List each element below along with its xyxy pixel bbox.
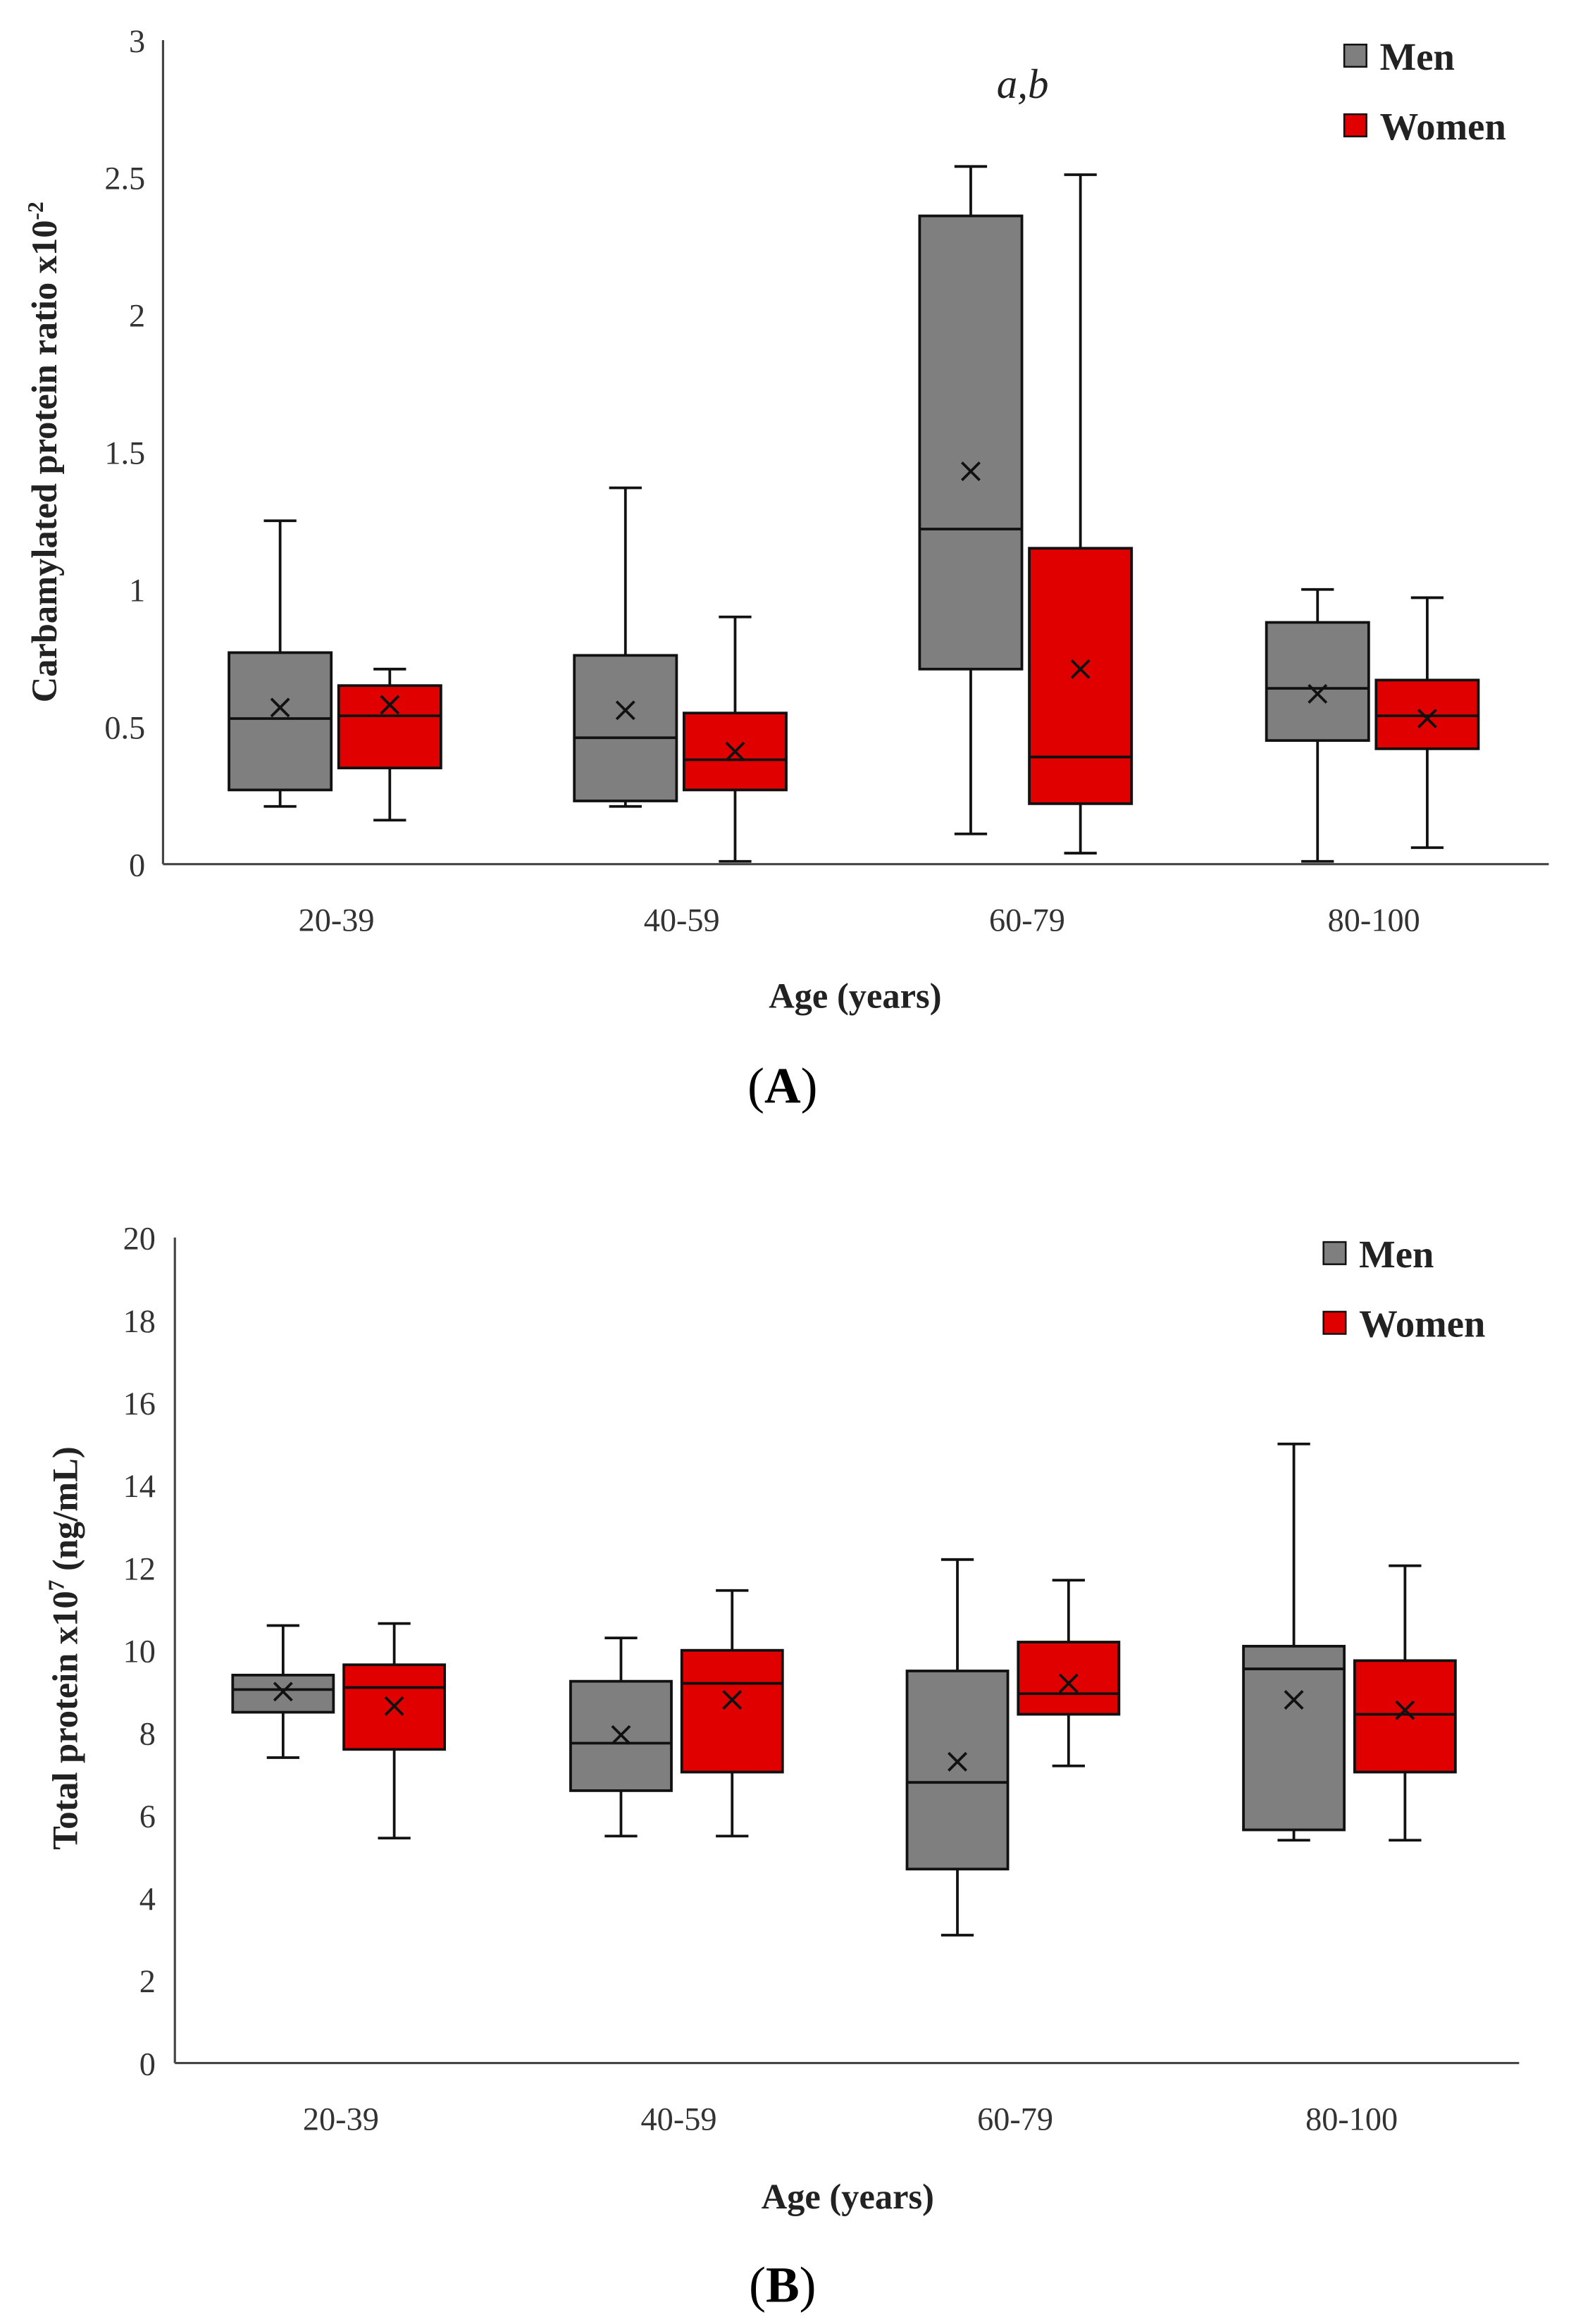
x-axis-label-a: Age (years) (769, 976, 941, 1016)
y-tick-label: 3 (129, 24, 145, 60)
mean-marker (384, 1696, 404, 1716)
box-women-60-79 (1028, 173, 1134, 855)
y-tick-label: 2 (129, 299, 145, 335)
y-tick-label: 6 (139, 1799, 156, 1835)
box-women-20-39 (337, 667, 442, 822)
y-tick-label: 0 (129, 847, 145, 883)
iqr-box (1242, 1644, 1346, 1832)
y-axis-label-a: Carbamylated protein ratio x10-2 (23, 201, 64, 702)
y-tick-label: 0 (139, 2046, 156, 2082)
legend-label-women: Women (1380, 105, 1506, 148)
box-women-40-59 (680, 1589, 784, 1838)
y-tick-label: 20 (123, 1222, 156, 1257)
legend-swatch-women (1343, 113, 1367, 137)
mean-marker (380, 695, 400, 715)
mean-marker (961, 461, 981, 482)
x-tick-label: 80-100 (1305, 2101, 1398, 2137)
box-women-20-39 (342, 1622, 447, 1840)
box-men-60-79 (905, 1558, 1010, 1937)
x-tick-label: 60-79 (989, 902, 1065, 938)
box-women-60-79 (1017, 1579, 1121, 1767)
legend-swatch-women (1322, 1310, 1347, 1335)
mean-marker (1417, 709, 1437, 728)
y-tick-label: 0.5 (104, 711, 145, 747)
y-tick-label: 2.5 (104, 161, 145, 197)
x-tick-label: 60-79 (977, 2101, 1053, 2137)
iqr-box (1017, 1641, 1121, 1716)
box-men-60-79 (918, 165, 1024, 835)
mean-marker (270, 697, 290, 718)
mean-marker (1308, 683, 1328, 704)
x-axis-label-b: Age (years) (762, 2177, 934, 2216)
iqr-box (228, 651, 333, 792)
mean-marker (1395, 1700, 1415, 1720)
box-men-20-39 (228, 519, 333, 808)
mean-marker (273, 1682, 293, 1702)
panel-label-b: (B) (749, 2257, 816, 2313)
legend-label-women: Women (1359, 1303, 1485, 1346)
legend-swatch-men (1343, 43, 1367, 68)
y-axis-label-b: Total protein x107 (ng/mL) (44, 1446, 85, 1850)
legend-label-men: Men (1380, 35, 1455, 78)
x-tick-label: 20-39 (299, 902, 375, 938)
chart-a: Carbamylated protein ratio x10-2 Age (ye… (23, 24, 1549, 1114)
iqr-box (337, 684, 442, 770)
box-men-40-59 (569, 1636, 673, 1838)
x-tick-label: 40-59 (641, 2101, 717, 2137)
mean-marker (611, 1725, 631, 1745)
mean-marker (1058, 1673, 1079, 1694)
box-men-80-100 (1242, 1442, 1346, 1842)
mean-marker (722, 1690, 743, 1710)
iqr-box (1028, 547, 1134, 805)
x-tick-label: 20-39 (303, 2101, 379, 2137)
box-men-40-59 (573, 486, 678, 808)
y-tick-label: 1 (129, 573, 145, 609)
iqr-box (231, 1673, 335, 1714)
significance-annotation: a,b (997, 61, 1049, 107)
panel-label-a: (A) (747, 1058, 817, 1114)
y-tick-label: 8 (139, 1717, 156, 1753)
box-women-80-100 (1374, 596, 1480, 850)
iqr-box (918, 214, 1024, 671)
box-women-80-100 (1353, 1564, 1457, 1842)
iqr-box (1374, 678, 1480, 750)
mean-marker (615, 700, 635, 721)
iqr-box (680, 1648, 784, 1774)
y-tick-label: 2 (139, 1964, 156, 2000)
x-tick-label: 40-59 (644, 902, 720, 938)
iqr-box (1265, 621, 1370, 742)
y-tick-label: 18 (123, 1304, 156, 1340)
y-tick-label: 10 (123, 1634, 156, 1670)
x-tick-label: 80-100 (1328, 902, 1420, 938)
box-men-80-100 (1265, 588, 1370, 863)
legend-swatch-men (1322, 1241, 1347, 1265)
mean-marker (948, 1751, 967, 1772)
box-men-20-39 (231, 1624, 335, 1759)
y-tick-label: 1.5 (104, 436, 145, 472)
mean-marker (725, 741, 745, 762)
legend-label-men: Men (1359, 1233, 1434, 1276)
box-women-40-59 (682, 615, 788, 863)
mean-marker (1284, 1690, 1304, 1710)
chart-b: Total protein x107 (ng/mL) Age (years) (… (44, 1222, 1520, 2313)
y-tick-label: 12 (123, 1551, 156, 1587)
y-tick-label: 4 (139, 1882, 156, 1918)
iqr-box (1353, 1659, 1457, 1774)
mean-marker (1070, 659, 1091, 679)
y-tick-label: 16 (123, 1386, 156, 1422)
iqr-box (573, 654, 678, 802)
y-tick-label: 14 (123, 1469, 156, 1505)
iqr-box (905, 1670, 1010, 1871)
